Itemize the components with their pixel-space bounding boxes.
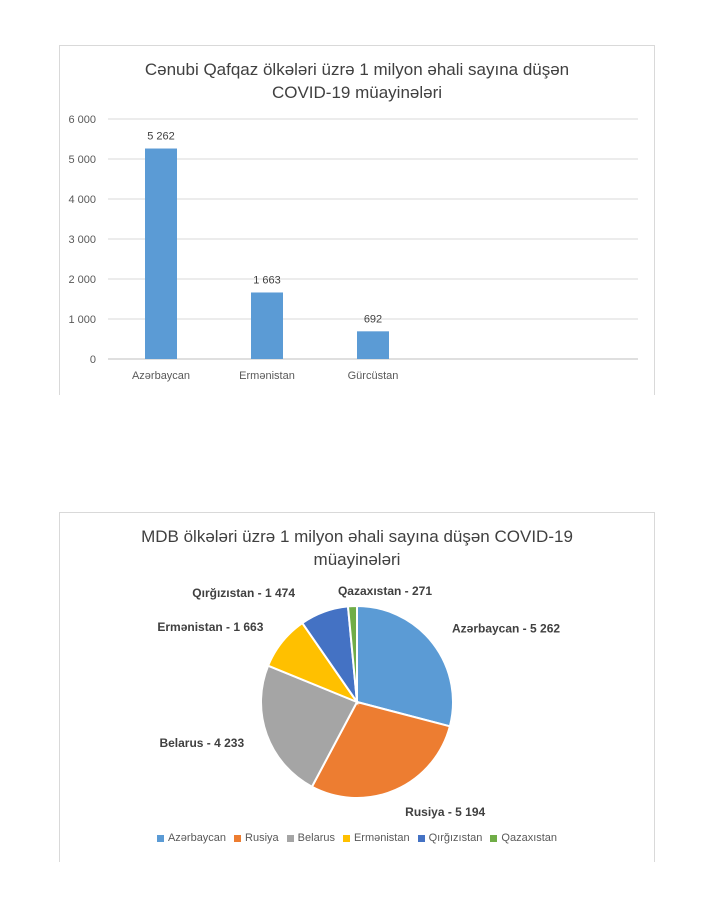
legend-label: Azərbaycan [167, 832, 227, 844]
x-tick-label: Azərbaycan [132, 370, 190, 382]
pie-chart-title-line1: MDB ölkələri üzrə 1 milyon əhali sayına … [141, 527, 573, 546]
legend-swatch [490, 834, 498, 842]
legend-swatch [417, 834, 425, 842]
legend-item: Rusiya [234, 832, 279, 844]
legend-swatch [234, 834, 242, 842]
x-tick-label: Gürcüstan [348, 370, 399, 382]
legend-item: Belarus [286, 832, 335, 844]
bar-chart-title-line1: Cənubi Qafqaz ölkələri üzrə 1 milyon əha… [144, 60, 570, 79]
pie-slice-label: Ermənistan - 1 663 [157, 620, 263, 634]
y-tick-label: 6 000 [68, 114, 96, 126]
pie-slice-label: Qazaxıstan - 271 [338, 584, 432, 598]
pie-slice-label: Belarus - 4 233 [159, 736, 244, 750]
y-tick-label: 2 000 [68, 274, 96, 286]
legend-swatch [286, 834, 294, 842]
bar [251, 292, 283, 359]
legend-label: Qırğızıstan [428, 832, 483, 844]
y-tick-label: 4 000 [68, 194, 96, 206]
pie-chart-panel: MDB ölkələri üzrə 1 milyon əhali sayına … [59, 512, 655, 862]
legend-label: Belarus [297, 832, 335, 844]
legend-swatch [156, 834, 164, 842]
pie-chart-title: MDB ölkələri üzrə 1 milyon əhali sayına … [60, 525, 654, 571]
bar [145, 148, 177, 359]
pie-slice-label: Qırğızıstan - 1 474 [192, 586, 295, 600]
pie-chart-title-line2: müayinələri [313, 550, 401, 569]
pie-slice-label: Azərbaycan - 5 262 [452, 622, 560, 636]
bar-chart-title: Cənubi Qafqaz ölkələri üzrə 1 milyon əha… [60, 58, 654, 104]
legend-item: Ermənistan [342, 832, 410, 844]
x-tick-label: Ermənistan [239, 370, 295, 382]
bar-chart-plot: 0 1 000 2 000 3 000 4 000 5 000 6 000 5 262 Azər… [68, 114, 638, 382]
y-tick-label: 5 000 [68, 154, 96, 166]
pie-slice [260, 664, 359, 789]
legend-swatch [342, 834, 350, 842]
legend-item: Qazaxıstan [490, 832, 557, 844]
pie-chart-plot: Azərbaycan - 5 262 Rusiya - 5 194 Belarus … [157, 584, 560, 819]
pie-slice [310, 700, 452, 799]
bar-chart-panel: Cənubi Qafqaz ölkələri üzrə 1 milyon əha… [59, 45, 655, 395]
bar-data-label: 692 [364, 313, 382, 325]
legend-label: Ermənistan [353, 832, 410, 844]
pie-slice [356, 604, 454, 728]
legend-item: Qırğızıstan [417, 832, 483, 844]
legend-label: Rusiya [245, 832, 279, 844]
bar [357, 331, 389, 359]
y-tick-label: 0 [90, 354, 96, 366]
pie-slice [346, 604, 358, 703]
bar-data-label: 5 262 [147, 131, 175, 143]
pie-chart-legend: Azərbaycan Rusiya Belarus Ermənistan Qırğızı… [60, 832, 654, 844]
bar-chart-title-line2: COVID-19 müayinələri [271, 83, 443, 102]
y-tick-label: 3 000 [68, 234, 96, 246]
y-tick-label: 1 000 [68, 314, 96, 326]
pie-slice-label: Rusiya - 5 194 [405, 805, 485, 819]
legend-item: Azərbaycan [156, 832, 227, 844]
bar-data-label: 1 663 [253, 274, 281, 286]
legend-label: Qazaxıstan [501, 832, 558, 844]
